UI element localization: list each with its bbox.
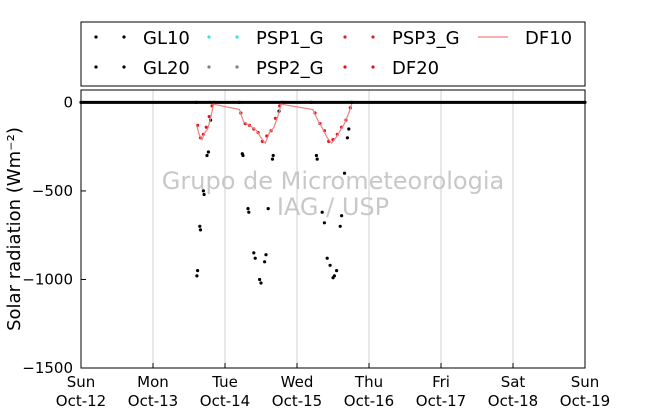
legend-label-DF10: DF10 <box>525 28 572 49</box>
point-GL10 <box>320 210 324 214</box>
legend-box <box>80 21 586 87</box>
series-line-DF10 <box>195 103 353 145</box>
point-GL10 <box>263 260 267 264</box>
y-axis-label: Solar radiation (Wm⁻²) <box>4 127 25 331</box>
x-tick-label-date: Oct-18 <box>488 392 538 409</box>
point-GL10 <box>271 153 275 158</box>
point-GL20 <box>247 210 251 214</box>
legend-swatch-GL20 <box>122 65 126 69</box>
legend-label-GL20: GL20 <box>143 58 190 79</box>
axis-ticks: SunOct-12MonOct-13TueOct-14WedOct-15ThuO… <box>22 93 610 409</box>
legend-swatch-DF20 <box>371 65 375 69</box>
x-tick-label-date: Oct-19 <box>560 392 610 409</box>
legend-label-GL10: GL10 <box>143 28 190 49</box>
legend-swatch-PSP2_G <box>207 65 211 69</box>
legend-swatch-DF20 <box>343 65 347 69</box>
plot-frame <box>80 89 586 369</box>
point-GL20 <box>270 157 275 161</box>
watermark-line-2: IAG / USP <box>277 193 389 221</box>
y-tick-label: −1500 <box>22 359 73 377</box>
x-tick-label-day: Wed <box>281 373 314 391</box>
legend-swatch-PSP3_G <box>371 35 375 39</box>
watermark-line-1: Grupo de Micrometeorologia <box>162 167 504 195</box>
legend: GL10 GL20 PSP1_G PSP2_G PSP3_G DF20 DF10 <box>80 21 586 87</box>
x-tick-label-day: Tue <box>211 373 238 391</box>
legend-label-DF20: DF20 <box>392 58 439 79</box>
legend-swatch-PSP2_G <box>235 65 239 69</box>
legend-swatch-GL20 <box>94 65 98 69</box>
point-GL20 <box>259 281 263 285</box>
x-tick-label-date: Oct-15 <box>272 392 322 409</box>
x-tick-label-day: Fri <box>432 373 450 391</box>
point-GL10 <box>347 127 351 131</box>
legend-swatch-GL10 <box>94 35 98 39</box>
point-GL10 <box>325 256 329 260</box>
y-tick-label: −500 <box>32 182 73 200</box>
point-GL20 <box>332 274 336 278</box>
legend-label-PSP1_G: PSP1_G <box>256 28 324 49</box>
point-GL20 <box>322 221 326 225</box>
series-layer <box>79 100 587 285</box>
point-GL20 <box>315 157 319 161</box>
point-GL10 <box>314 153 318 158</box>
legend-swatch-PSP3_G <box>343 35 347 39</box>
x-tick-label-day: Thu <box>354 373 383 391</box>
point-GL20 <box>240 152 244 156</box>
point-GL20 <box>202 192 206 197</box>
x-tick-label-day: Mon <box>137 373 169 391</box>
point-GL20 <box>264 253 268 257</box>
point-GL10 <box>338 224 342 228</box>
x-tick-label-day: Sun <box>67 373 96 391</box>
point-GL10 <box>205 153 209 158</box>
legend-label-PSP3_G: PSP3_G <box>392 28 460 49</box>
x-tick-label-day: Sat <box>501 373 526 391</box>
x-tick-label-date: Oct-13 <box>128 392 178 409</box>
x-tick-label-date: Oct-16 <box>344 392 394 409</box>
y-tick-label: −1000 <box>22 270 73 288</box>
point-DF20 <box>204 125 208 129</box>
point-GL10 <box>246 207 250 211</box>
point-GL20 <box>198 228 203 232</box>
point-GL20 <box>345 136 349 140</box>
x-tick-label-date: Oct-17 <box>416 392 466 409</box>
point-GL20 <box>253 256 257 260</box>
legend-swatch-GL10 <box>122 35 126 39</box>
y-tick-label: 0 <box>63 93 73 111</box>
point-GL10 <box>252 251 256 255</box>
x-tick-label-date: Oct-14 <box>200 392 250 409</box>
point-GL10 <box>196 269 200 273</box>
point-GL20 <box>340 214 344 218</box>
point-GL10 <box>198 224 202 228</box>
x-gridlines <box>80 90 586 368</box>
point-GL20 <box>195 274 199 278</box>
point-GL10 <box>335 269 339 273</box>
legend-swatch-PSP1_G <box>207 35 211 39</box>
x-tick-label-day: Sun <box>571 373 600 391</box>
x-tick-label-date: Oct-12 <box>56 392 106 409</box>
point-GL10 <box>266 207 270 211</box>
legend-label-PSP2_G: PSP2_G <box>256 58 324 79</box>
point-DF20 <box>207 115 211 119</box>
point-GL20 <box>206 150 210 154</box>
point-GL10 <box>258 277 262 282</box>
legend-swatch-PSP1_G <box>235 35 239 39</box>
axes <box>80 89 586 369</box>
point-GL20 <box>328 263 332 267</box>
point-GL10 <box>201 189 205 193</box>
point-GL10 <box>342 171 347 175</box>
